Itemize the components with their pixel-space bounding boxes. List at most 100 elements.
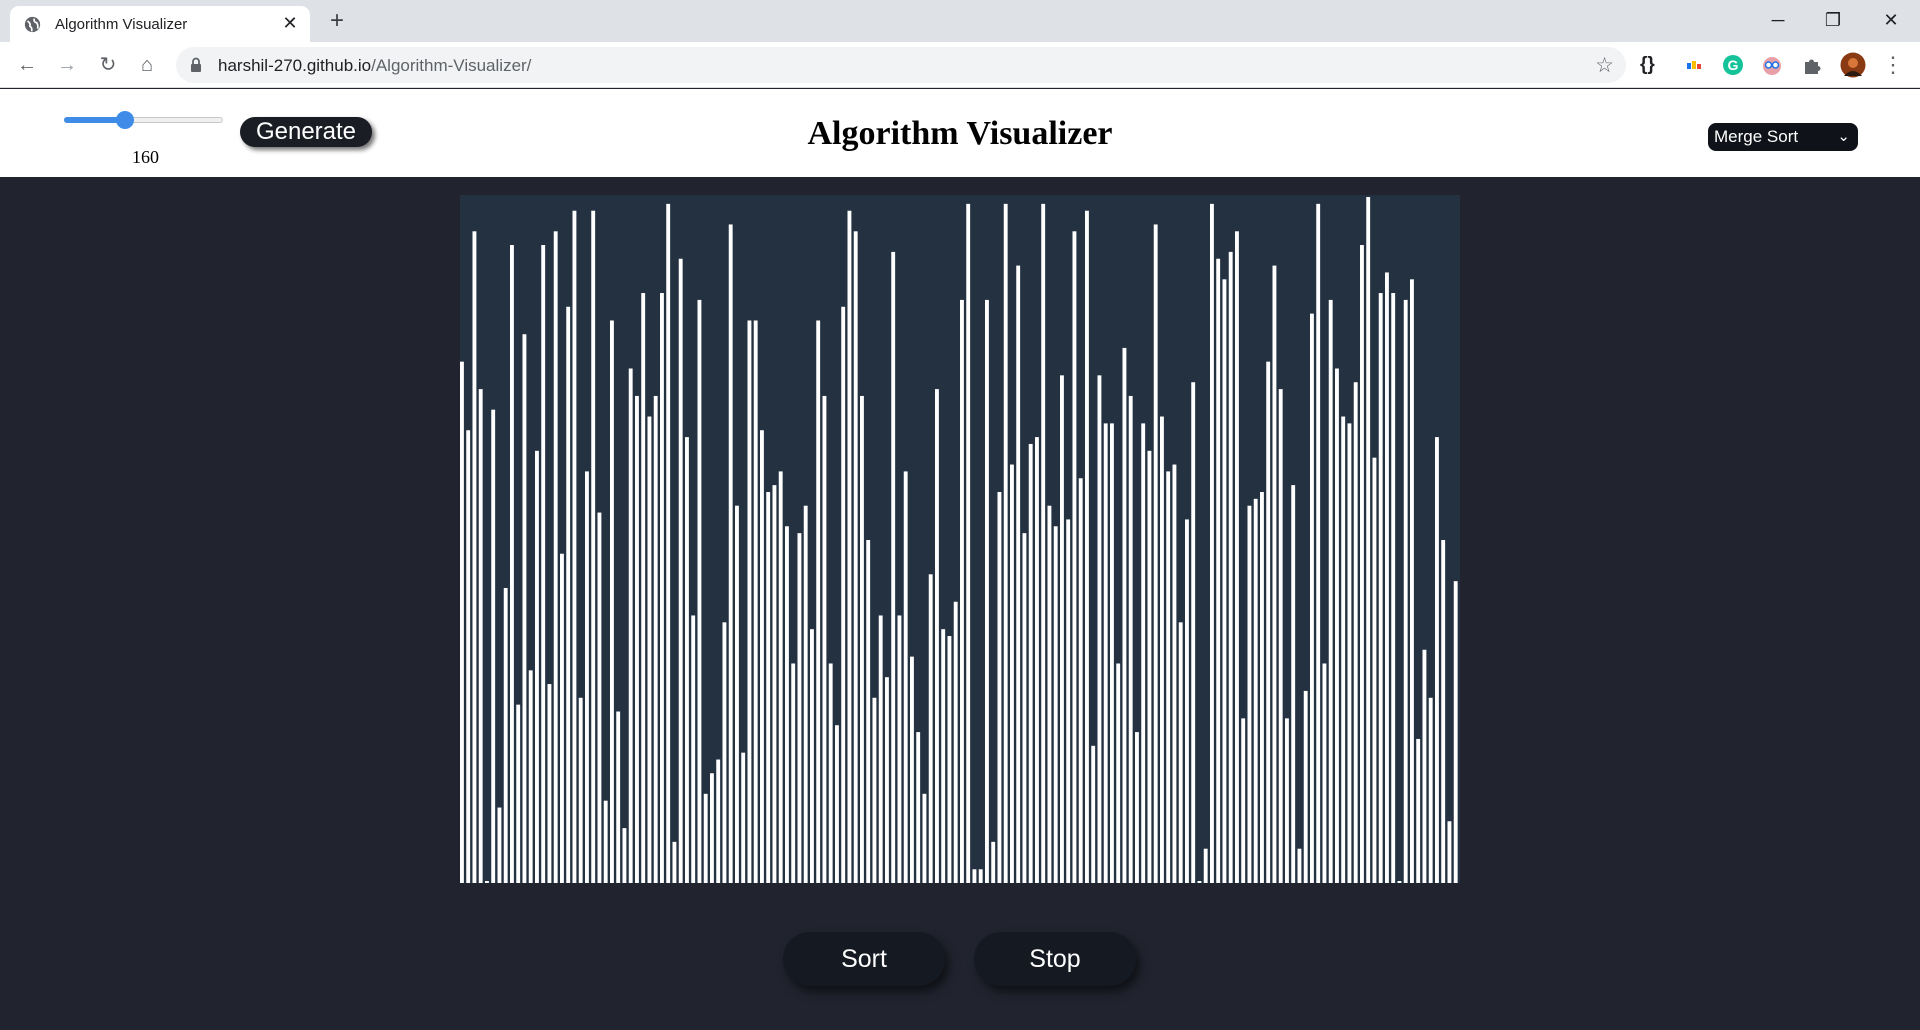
array-bar bbox=[616, 711, 621, 883]
array-bar bbox=[1447, 821, 1452, 883]
array-bar bbox=[1041, 203, 1046, 883]
array-bar bbox=[610, 320, 614, 883]
profile-avatar[interactable] bbox=[1840, 52, 1866, 78]
array-bar bbox=[1266, 361, 1271, 883]
array-bar bbox=[710, 773, 714, 883]
array-bar bbox=[1278, 389, 1283, 883]
array-bar bbox=[1435, 437, 1439, 883]
array-bar bbox=[572, 210, 577, 883]
array-bar bbox=[685, 437, 689, 883]
forward-arrow-icon[interactable]: → bbox=[57, 54, 77, 76]
array-bar bbox=[1147, 450, 1152, 883]
array-bar bbox=[772, 485, 777, 883]
array-bar bbox=[1441, 540, 1446, 883]
array-bar bbox=[585, 471, 589, 883]
tab-title: Algorithm Visualizer bbox=[55, 16, 188, 33]
array-bar bbox=[1116, 663, 1121, 883]
array-bar bbox=[928, 574, 933, 883]
array-bar bbox=[853, 231, 858, 883]
array-bar bbox=[1172, 464, 1177, 883]
grammarly-icon[interactable]: G bbox=[1722, 54, 1744, 76]
algorithm-select[interactable]: Merge Sort ⌄ bbox=[1708, 123, 1858, 151]
new-tab-plus-icon[interactable]: + bbox=[329, 7, 344, 34]
bookmark-star-icon[interactable]: ☆ bbox=[1595, 54, 1614, 77]
sort-button[interactable]: Sort bbox=[783, 932, 945, 986]
address-bar[interactable]: harshil-270.github.io/Algorithm-Visualiz… bbox=[176, 47, 1626, 83]
array-bar bbox=[891, 251, 896, 883]
array-bar bbox=[1010, 464, 1014, 883]
array-bar bbox=[972, 869, 977, 883]
array-bar bbox=[1416, 738, 1421, 883]
array-bar bbox=[1366, 197, 1371, 883]
restore-icon[interactable]: ❐ bbox=[1824, 10, 1842, 30]
close-window-icon[interactable]: ✕ bbox=[1883, 10, 1899, 30]
array-bar bbox=[1022, 533, 1027, 883]
array-bar bbox=[835, 725, 839, 883]
array-bar bbox=[785, 526, 789, 883]
array-bar bbox=[878, 615, 883, 883]
array-bar bbox=[753, 320, 758, 883]
array-bar bbox=[1403, 299, 1408, 883]
array-bar bbox=[1303, 690, 1308, 883]
array-bar bbox=[497, 807, 502, 883]
array-bar bbox=[1422, 649, 1427, 883]
minimize-icon[interactable]: ─ bbox=[1771, 10, 1785, 30]
array-size-slider[interactable] bbox=[64, 111, 223, 129]
array-bar bbox=[491, 409, 496, 883]
array-bar bbox=[816, 320, 821, 883]
array-bar bbox=[1453, 581, 1458, 883]
array-bar bbox=[466, 430, 471, 883]
chevron-down-icon: ⌄ bbox=[1837, 128, 1850, 145]
array-bar bbox=[1428, 697, 1433, 883]
array-bar bbox=[635, 395, 639, 883]
array-bar bbox=[1310, 313, 1314, 883]
array-bar bbox=[528, 670, 533, 883]
array-bar bbox=[728, 224, 733, 883]
palette-extension-icon[interactable] bbox=[1683, 54, 1705, 76]
array-bar bbox=[922, 793, 927, 883]
array-bar bbox=[1235, 231, 1239, 883]
array-bar bbox=[1135, 732, 1139, 883]
stop-button[interactable]: Stop bbox=[974, 932, 1136, 986]
array-bar bbox=[472, 231, 477, 883]
array-bar bbox=[735, 505, 739, 883]
array-bar bbox=[847, 210, 852, 883]
array-bar bbox=[1028, 443, 1033, 883]
kebab-menu-icon[interactable]: ⋮ bbox=[1882, 52, 1904, 77]
algorithm-select-value: Merge Sort bbox=[1714, 127, 1799, 146]
array-bar bbox=[716, 759, 721, 883]
home-icon[interactable]: ⌂ bbox=[140, 54, 154, 76]
array-bar bbox=[1397, 881, 1402, 883]
array-bar bbox=[1103, 423, 1108, 883]
array-bar bbox=[1066, 519, 1071, 883]
array-bar bbox=[1078, 478, 1083, 883]
array-bar bbox=[1228, 251, 1233, 883]
owl-extension-icon[interactable] bbox=[1761, 54, 1783, 76]
array-bar bbox=[1110, 423, 1114, 883]
array-bar bbox=[1085, 210, 1089, 883]
array-bar bbox=[628, 368, 633, 883]
array-bar bbox=[1047, 505, 1052, 883]
globe-icon bbox=[24, 16, 41, 33]
array-bar bbox=[697, 299, 702, 883]
browser-tab[interactable]: Algorithm Visualizer ✕ bbox=[10, 6, 310, 42]
back-arrow-icon[interactable]: ← bbox=[17, 54, 37, 76]
slider-thumb[interactable] bbox=[116, 111, 135, 129]
array-bar bbox=[691, 615, 696, 883]
array-bar bbox=[485, 881, 489, 883]
puzzle-icon[interactable] bbox=[1801, 54, 1823, 76]
close-tab-icon[interactable]: ✕ bbox=[282, 13, 298, 33]
array-bar bbox=[960, 299, 964, 883]
array-bar bbox=[666, 203, 671, 883]
array-bar bbox=[953, 601, 958, 883]
code-braces-icon[interactable]: {} bbox=[1640, 54, 1655, 75]
array-bar bbox=[991, 841, 996, 883]
browser-tab-strip: Algorithm Visualizer ✕ + ─ ❐ ✕ bbox=[0, 0, 1920, 42]
array-bar bbox=[1410, 279, 1414, 883]
reload-icon[interactable]: ↻ bbox=[99, 54, 117, 76]
array-bar bbox=[1178, 622, 1183, 883]
array-bar bbox=[1285, 718, 1289, 883]
generate-button[interactable]: Generate bbox=[240, 117, 372, 147]
array-bar bbox=[1316, 203, 1321, 883]
array-bar bbox=[860, 395, 864, 883]
